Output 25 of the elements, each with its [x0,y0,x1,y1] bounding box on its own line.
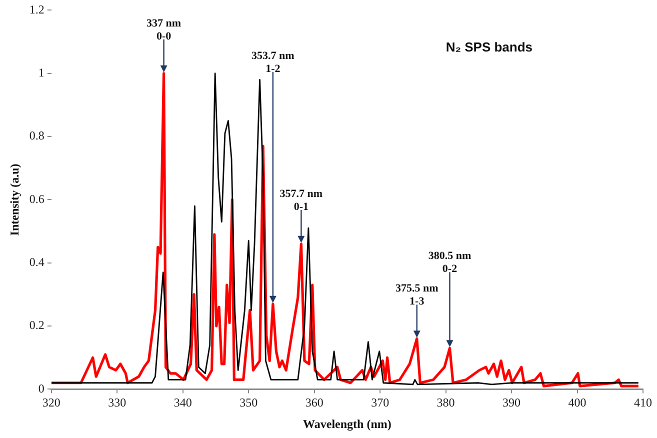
y-axis-title: Intensity (a.u) [7,164,22,236]
annotation: 375.5 nm 1-3 [395,282,438,308]
x-tick-label: 320 [42,396,60,410]
x-tick-label: 350 [240,396,258,410]
x-tick-label: 380 [436,396,455,410]
x-tick-label: 410 [634,396,652,410]
y-tick-label: 1 [38,66,44,80]
y-tick-label: 0.2 [29,318,44,332]
x-tick-label: 360 [305,396,324,410]
x-tick-label: 330 [108,396,126,410]
annotation: 357.7 nm 0-1 [280,188,323,213]
text: N₂ SPS bands [446,40,533,55]
x-tick-label: 370 [371,396,390,410]
y-tick-label: 0 [38,381,44,396]
annotation: 380.5 nm 0-2 [428,250,472,276]
y-tick-label: 0.8 [29,128,44,143]
y-tick-label: 0.6 [29,192,44,206]
annotation: 353.7 nm 1-2 [252,50,294,75]
y-tick-label: 1.2 [29,2,44,16]
annotation: 337 nm 0-0 [146,17,182,42]
y-tick-label: 0.4 [29,255,44,270]
x-tick-label: 390 [502,396,521,410]
x-tick-label: 400 [568,396,586,410]
x-tick-label: 340 [174,396,192,410]
x-axis-title: Wavelength (nm) [303,416,392,431]
